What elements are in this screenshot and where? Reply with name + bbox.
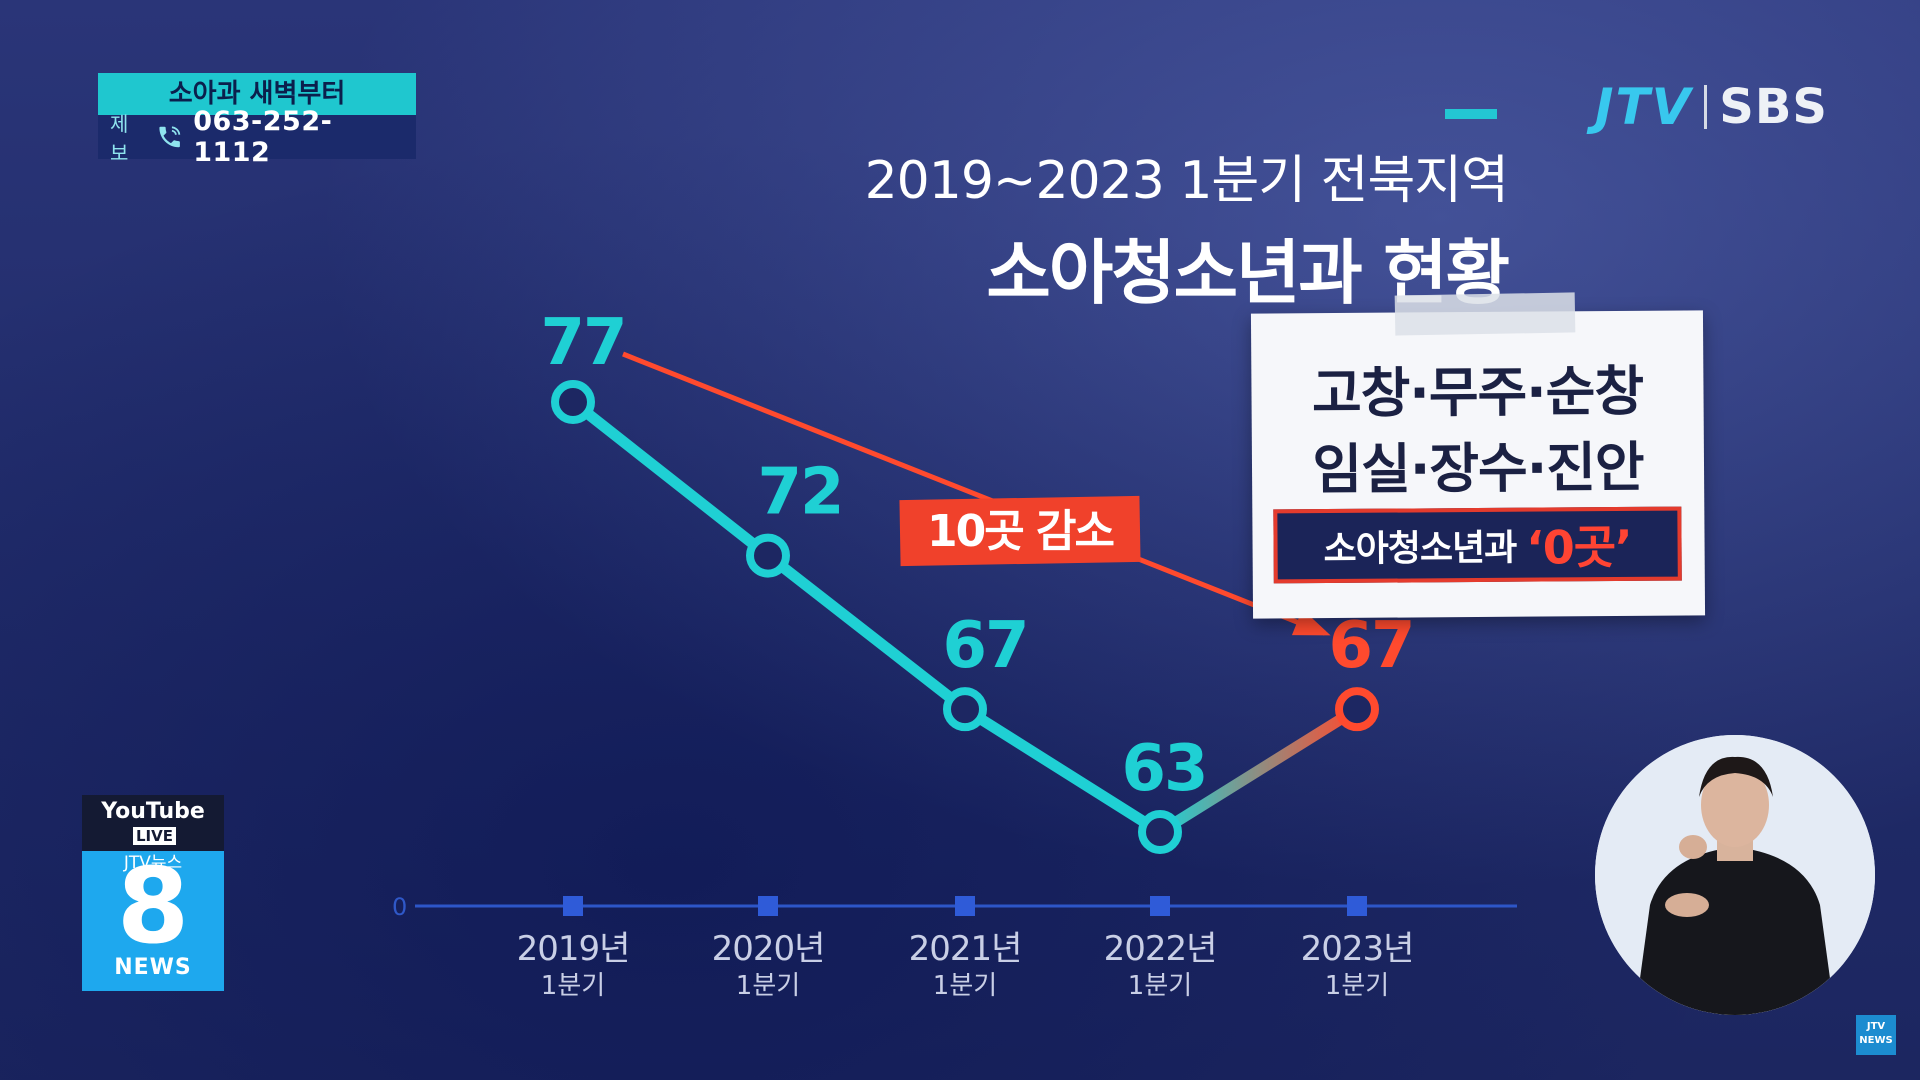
badge-news-label: NEWS: [114, 955, 192, 980]
sign-language-interpreter: [1595, 735, 1875, 1015]
chart-subtitle: 2019~2023 1분기 전북지역: [864, 151, 1509, 211]
x-axis-tick: [955, 896, 975, 916]
data-label: 77: [540, 306, 625, 380]
x-axis-tick: [758, 896, 778, 916]
x-tick-label-quarter: 1분기: [1128, 971, 1192, 1001]
chart-title: 2019~2023 1분기 전북지역 소아청소년과 현황: [864, 138, 1510, 318]
x-tick-label-quarter: 1분기: [1325, 971, 1389, 1001]
data-point: [943, 687, 987, 732]
x-tick-label-quarter: 1분기: [541, 971, 605, 1001]
data-label: 63: [1121, 732, 1206, 806]
card-tape: [1394, 292, 1576, 336]
x-tick-label-year: 2020년: [712, 929, 825, 969]
series-line-segment: [1154, 703, 1363, 838]
x-axis-tick: [563, 896, 583, 916]
data-label: 67: [1328, 609, 1413, 683]
jtv-logo: JTV: [1594, 78, 1693, 136]
x-tick-label-quarter: 1분기: [933, 971, 997, 1001]
data-point: [1138, 810, 1182, 854]
tip-header: 소아과 새벽부터: [98, 73, 416, 115]
decrease-arrow-line: [622, 351, 1326, 636]
x-tick-label-year: 2019년: [517, 929, 630, 969]
badge-number: 8: [116, 845, 190, 967]
corner-channel-logo: JTV NEWS: [1856, 1015, 1896, 1055]
x-tick-label-year: 2022년: [1104, 929, 1217, 969]
note-card-line-1: 고창·무주·순창: [1311, 359, 1644, 426]
corner-logo-line-2: NEWS: [1859, 1035, 1893, 1046]
note-card-box-value: ‘0곳’: [1526, 519, 1632, 575]
x-tick-label-quarter: 1분기: [736, 971, 800, 1001]
news-badge: YouTube LIVE JTV뉴스 8 NEWS: [82, 795, 224, 991]
series-line-segment: [959, 703, 1166, 838]
title-accent-bar: [1445, 109, 1497, 119]
data-point: [746, 533, 790, 578]
data-label: 72: [757, 456, 842, 530]
live-tag: LIVE: [133, 827, 176, 845]
tip-label: 제보: [110, 112, 129, 165]
y-axis-zero-label: 0: [392, 893, 407, 921]
sbs-logo: SBS: [1719, 79, 1828, 135]
note-card: 고창·무주·순창 임실·장수·진안 소아청소년과 ‘0곳’: [1250, 310, 1706, 619]
x-tick-label-year: 2023년: [1301, 929, 1414, 969]
decrease-label-box: [899, 495, 1141, 567]
tip-body: 제보 063-252-1112: [98, 106, 416, 168]
corner-logo-line-1: JTV: [1866, 1021, 1886, 1032]
series-line-segment: [762, 550, 971, 715]
note-card-box-label: 소아청소년과: [1323, 527, 1517, 571]
broadcaster-logo: JTV SBS: [1595, 78, 1828, 136]
data-point: [1335, 687, 1379, 732]
interpreter-figure: [1595, 735, 1875, 1015]
youtube-logo-text: YouTube: [101, 799, 205, 824]
logo-divider: [1704, 85, 1708, 129]
badge-channel-name: JTV뉴스: [123, 853, 183, 873]
note-card-line-2: 임실·장수·진안: [1312, 435, 1644, 502]
x-axis-tick: [1347, 896, 1367, 916]
x-tick-label-year: 2021년: [909, 929, 1022, 969]
tip-box: 소아과 새벽부터 제보 063-252-1112: [98, 73, 416, 168]
x-axis-tick: [1150, 896, 1170, 916]
series-line-segment: [567, 396, 774, 562]
data-point: [551, 380, 595, 424]
phone-icon: [159, 126, 181, 148]
decrease-label-text: 10곳 감소: [927, 506, 1114, 557]
note-card-highlight-box: 소아청소년과 ‘0곳’: [1273, 506, 1682, 584]
eight-news-logo: 8 NEWS: [82, 851, 224, 991]
tip-phone-number: 063-252-1112: [193, 106, 333, 168]
youtube-live-badge: YouTube LIVE JTV뉴스: [82, 795, 224, 873]
data-label: 67: [942, 609, 1027, 683]
